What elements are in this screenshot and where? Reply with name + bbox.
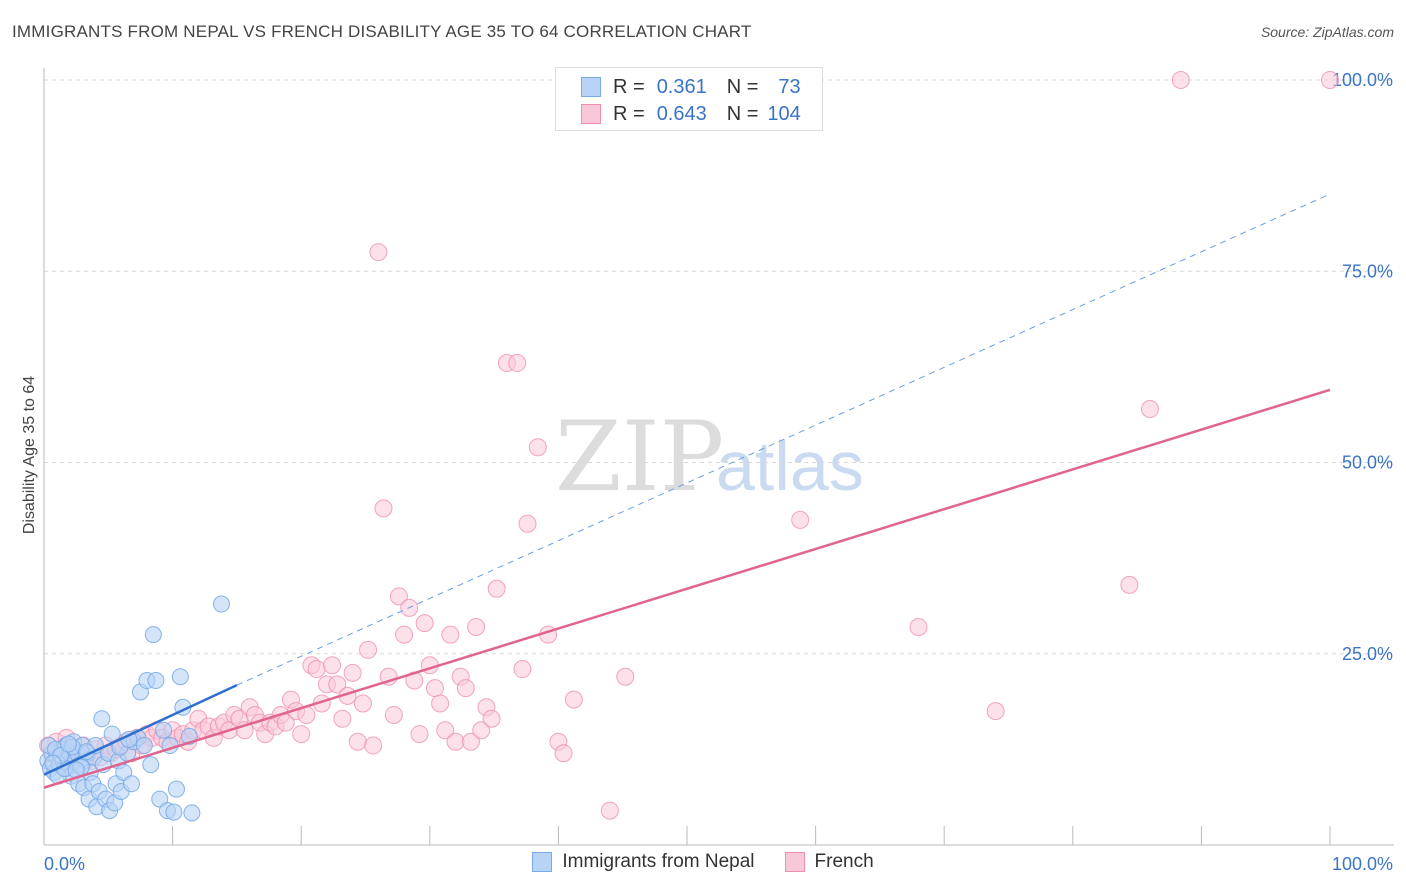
nepal-legend-label: Immigrants from Nepal	[562, 851, 755, 872]
y-tick-label: 100.0%	[1332, 70, 1393, 90]
french-n-value: 104	[767, 102, 801, 125]
french-point	[323, 656, 342, 675]
french-point	[446, 732, 465, 751]
watermark-zip: ZIP	[555, 401, 724, 513]
french-point	[425, 679, 444, 698]
french-point	[292, 725, 311, 744]
french-point	[600, 801, 619, 820]
french-point	[528, 438, 547, 457]
french-point	[461, 732, 480, 751]
french-r-value: 0.643	[656, 102, 707, 125]
french-point	[410, 725, 429, 744]
correlation-legend: R = 0.361 N = 73 R = 0.643 N = 104	[555, 67, 823, 131]
french-point	[353, 694, 372, 713]
nepal-point	[155, 721, 173, 739]
french-n-label: N =	[726, 102, 759, 125]
nepal-trend-extension	[236, 193, 1331, 686]
watermark-atlas: atlas	[716, 427, 864, 505]
french-point	[554, 744, 573, 763]
french-point	[343, 663, 362, 682]
french-point	[513, 660, 532, 679]
nepal-point	[147, 672, 165, 690]
french-point	[518, 514, 537, 533]
french-point	[436, 721, 455, 740]
french-point	[364, 736, 383, 755]
french-point	[431, 694, 450, 713]
nepal-trend-line	[43, 683, 238, 776]
nepal-n-label: N =	[726, 75, 759, 98]
french-swatch	[581, 104, 601, 124]
nepal-point	[212, 595, 230, 613]
french-point	[389, 587, 408, 606]
french-point	[359, 640, 378, 659]
nepal-point	[93, 710, 111, 728]
french-r-label: R =	[613, 102, 645, 125]
french-point	[616, 667, 635, 686]
french-point	[1171, 71, 1190, 89]
french-point	[986, 702, 1005, 721]
x-tick-label: 100.0%	[1332, 854, 1393, 874]
nepal-point	[171, 668, 189, 686]
chart-source: Source: ZipAtlas.com	[1260, 24, 1394, 40]
nepal-point	[135, 737, 153, 755]
nepal-r-value: 0.361	[656, 75, 707, 98]
french-point	[307, 660, 326, 679]
french-legend-swatch	[784, 852, 805, 872]
y-tick-label: 25.0%	[1342, 644, 1393, 664]
french-point	[1321, 71, 1339, 89]
y-tick-label: 75.0%	[1342, 261, 1393, 281]
french-point	[791, 510, 810, 529]
french-point	[369, 243, 388, 262]
nepal-r-label: R =	[613, 75, 645, 98]
nepal-point	[165, 803, 183, 821]
chart-title: IMMIGRANTS FROM NEPAL VS FRENCH DISABILI…	[12, 22, 752, 41]
nepal-point	[144, 626, 162, 644]
french-point	[441, 625, 460, 644]
legend-item-nepal[interactable]: Immigrants from Nepal	[532, 851, 755, 873]
french-legend-label: French	[814, 851, 874, 872]
y-tick-label: 50.0%	[1342, 453, 1393, 473]
french-point	[472, 721, 491, 740]
french-point	[467, 617, 486, 636]
french-point	[348, 732, 367, 751]
x-tick-label: 0.0%	[44, 854, 85, 874]
french-point	[333, 709, 352, 728]
french-point	[909, 617, 928, 636]
french-point	[1120, 575, 1139, 594]
french-point	[564, 690, 583, 709]
nepal-n-value: 73	[778, 75, 801, 98]
french-point	[395, 625, 414, 644]
nepal-point	[167, 780, 185, 798]
legend-row-french: R = 0.643 N = 104	[556, 101, 801, 127]
french-point	[415, 614, 434, 633]
french-trend-line	[43, 388, 1331, 789]
french-point	[1140, 399, 1159, 418]
nepal-swatch	[581, 77, 601, 97]
nepal-point	[122, 775, 140, 793]
french-point	[508, 354, 527, 373]
french-point	[487, 579, 506, 598]
legend-row-nepal: R = 0.361 N = 73	[556, 74, 801, 100]
french-point	[482, 709, 501, 728]
legend-item-french[interactable]: French	[784, 851, 874, 873]
french-point	[384, 705, 403, 724]
french-point	[456, 679, 475, 698]
nepal-point	[59, 735, 77, 753]
series-legend: Immigrants from Nepal French	[0, 851, 1406, 873]
french-point	[328, 675, 347, 694]
nepal-point	[142, 756, 160, 774]
french-point	[374, 499, 393, 518]
nepal-point	[183, 804, 201, 822]
nepal-legend-swatch	[532, 852, 553, 872]
